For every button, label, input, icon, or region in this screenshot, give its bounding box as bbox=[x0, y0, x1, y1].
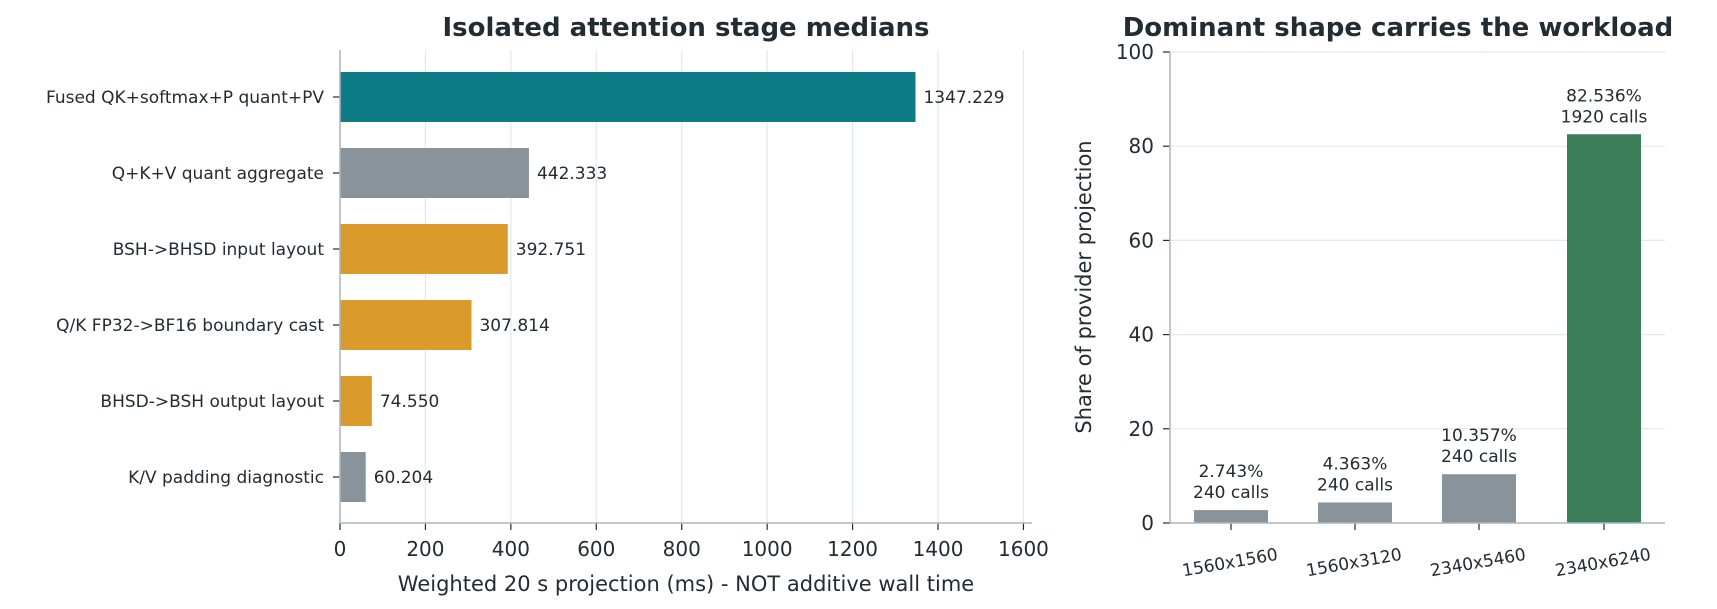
right-chart-title: Dominant shape carries the workload bbox=[1123, 13, 1674, 43]
bar bbox=[340, 300, 472, 350]
left-chart-stage-medians: 1347.229 442.333 392.751 307.814 74.550 60.20… bbox=[46, 13, 1049, 596]
bar bbox=[1442, 474, 1516, 523]
y-category-label: Q/K FP32->BF16 boundary cast bbox=[56, 316, 324, 336]
bar-value-label: 392.751 bbox=[516, 240, 586, 260]
y-tick-label: 60 bbox=[1129, 228, 1154, 252]
x-tick-label: 1400 bbox=[913, 537, 964, 561]
x-category-label: 1560x1560 bbox=[1181, 545, 1280, 581]
y-category-label: Fused QK+softmax+P quant+PV bbox=[46, 88, 324, 108]
bar bbox=[340, 72, 916, 122]
left-chart-axes: 0 200 400 600 800 1000 1200 1400 1600 Fused QK+so… bbox=[46, 50, 1049, 561]
bar bbox=[340, 452, 366, 502]
bar-calls-label: 240 calls bbox=[1193, 483, 1269, 503]
y-tick-label: 40 bbox=[1129, 323, 1154, 347]
bar-value-label: 442.333 bbox=[537, 164, 607, 184]
x-tick-label: 400 bbox=[492, 537, 530, 561]
bar-value-label: 2.743% bbox=[1199, 462, 1264, 482]
x-tick-label: 1600 bbox=[998, 537, 1049, 561]
x-category-label: 2340x5460 bbox=[1429, 545, 1528, 581]
y-tick-label: 20 bbox=[1129, 417, 1154, 441]
bar-value-label: 10.357% bbox=[1441, 426, 1517, 446]
left-chart-gridlines bbox=[339, 50, 1025, 523]
right-chart-axes: 0 20 40 60 80 100 1560x1560 1560x3120 2340x5460 2… bbox=[1116, 40, 1665, 581]
x-tick-label: 600 bbox=[577, 537, 615, 561]
left-chart-title: Isolated attention stage medians bbox=[442, 13, 929, 43]
bar-value-label: 1347.229 bbox=[923, 88, 1004, 108]
bar-value-label: 74.550 bbox=[380, 392, 439, 412]
bar bbox=[340, 376, 372, 426]
bar-calls-label: 240 calls bbox=[1317, 475, 1393, 495]
x-category-label: 2340x6240 bbox=[1554, 545, 1653, 581]
bar-calls-label: 240 calls bbox=[1441, 447, 1517, 467]
bar bbox=[340, 224, 508, 274]
y-category-label: Q+K+V quant aggregate bbox=[112, 164, 324, 184]
bar-value-label: 4.363% bbox=[1323, 454, 1388, 474]
x-tick-label: 800 bbox=[663, 537, 701, 561]
y-category-label: K/V padding diagnostic bbox=[128, 468, 324, 488]
x-tick-label: 1200 bbox=[827, 537, 878, 561]
x-category-label: 1560x3120 bbox=[1305, 545, 1404, 581]
bar bbox=[1567, 134, 1641, 524]
x-tick-label: 0 bbox=[334, 537, 347, 561]
left-chart-x-axis-label: Weighted 20 s projection (ms) - NOT addi… bbox=[398, 572, 974, 596]
bar bbox=[340, 148, 529, 198]
bar bbox=[1318, 502, 1392, 523]
y-tick-label: 0 bbox=[1141, 511, 1154, 535]
left-chart-bars: 1347.229 442.333 392.751 307.814 74.550 60.20… bbox=[340, 72, 1005, 502]
x-tick-label: 1000 bbox=[742, 537, 793, 561]
x-tick-label: 200 bbox=[406, 537, 444, 561]
bar-value-label: 82.536% bbox=[1566, 86, 1642, 106]
y-category-label: BSH->BHSD input layout bbox=[113, 240, 325, 260]
y-tick-label: 100 bbox=[1116, 40, 1154, 64]
bar bbox=[1194, 510, 1268, 523]
right-chart-y-axis-label: Share of provider projection bbox=[1072, 140, 1096, 433]
y-tick-label: 80 bbox=[1129, 134, 1154, 158]
bar-calls-label: 1920 calls bbox=[1561, 107, 1648, 127]
bar-value-label: 60.204 bbox=[374, 468, 433, 488]
bar-value-label: 307.814 bbox=[479, 316, 549, 336]
y-category-label: BHSD->BSH output layout bbox=[100, 392, 324, 412]
